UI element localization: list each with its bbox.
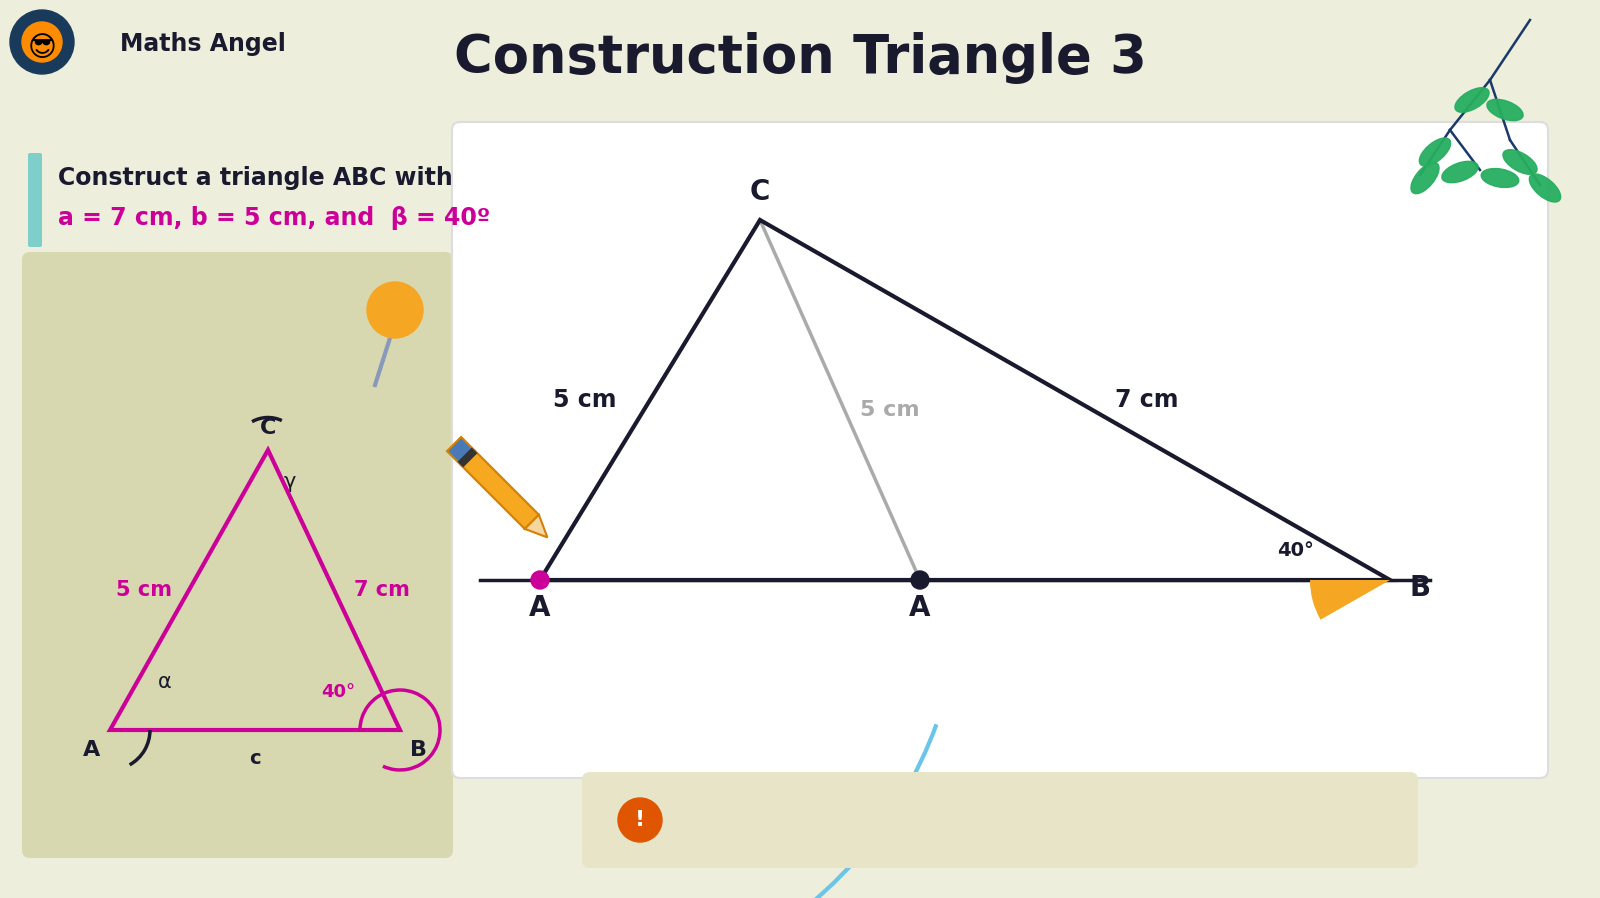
Text: 40°: 40° [322, 683, 355, 701]
Text: C: C [259, 418, 277, 438]
Polygon shape [461, 451, 539, 529]
FancyBboxPatch shape [453, 122, 1549, 778]
Ellipse shape [1482, 169, 1518, 188]
Text: α: α [158, 672, 171, 692]
Text: 5 cm: 5 cm [554, 388, 616, 412]
Text: !: ! [635, 810, 645, 830]
Text: 7 cm: 7 cm [354, 580, 410, 600]
FancyBboxPatch shape [22, 252, 453, 858]
Text: A: A [909, 594, 931, 622]
Text: 5 cm: 5 cm [115, 580, 173, 600]
Text: a = 7 cm, b = 5 cm, and  β = 40º: a = 7 cm, b = 5 cm, and β = 40º [58, 206, 490, 230]
Circle shape [531, 571, 549, 589]
Circle shape [910, 571, 930, 589]
Ellipse shape [1502, 150, 1538, 174]
Text: 😎: 😎 [27, 34, 56, 62]
Ellipse shape [1419, 138, 1451, 166]
Text: Maths Angel: Maths Angel [120, 32, 286, 56]
Text: 40°: 40° [1277, 541, 1314, 559]
Text: A: A [530, 594, 550, 622]
Wedge shape [1310, 580, 1390, 620]
Circle shape [366, 282, 422, 338]
Text: B: B [1410, 574, 1430, 602]
Ellipse shape [1454, 88, 1490, 112]
Text: c: c [250, 749, 261, 768]
Ellipse shape [1486, 100, 1523, 120]
Text: γ: γ [283, 472, 296, 492]
Ellipse shape [1530, 174, 1560, 202]
Circle shape [22, 22, 62, 62]
Ellipse shape [1442, 162, 1478, 182]
Text: Construct a triangle ABC with: Construct a triangle ABC with [58, 166, 453, 190]
Text: 5 cm: 5 cm [861, 400, 920, 420]
Text: 7 cm: 7 cm [1115, 388, 1179, 412]
Polygon shape [458, 447, 477, 467]
Circle shape [10, 10, 74, 74]
Ellipse shape [1411, 163, 1438, 194]
Text: B: B [410, 740, 427, 760]
Text: There might be 2 triangles!: There might be 2 triangles! [690, 806, 1120, 834]
Polygon shape [446, 437, 475, 465]
Polygon shape [525, 515, 547, 537]
FancyBboxPatch shape [29, 153, 42, 247]
Circle shape [618, 798, 662, 842]
Text: Construction Triangle 3: Construction Triangle 3 [453, 32, 1147, 84]
FancyBboxPatch shape [582, 772, 1418, 868]
Text: C: C [750, 178, 770, 206]
Text: A: A [83, 740, 101, 760]
